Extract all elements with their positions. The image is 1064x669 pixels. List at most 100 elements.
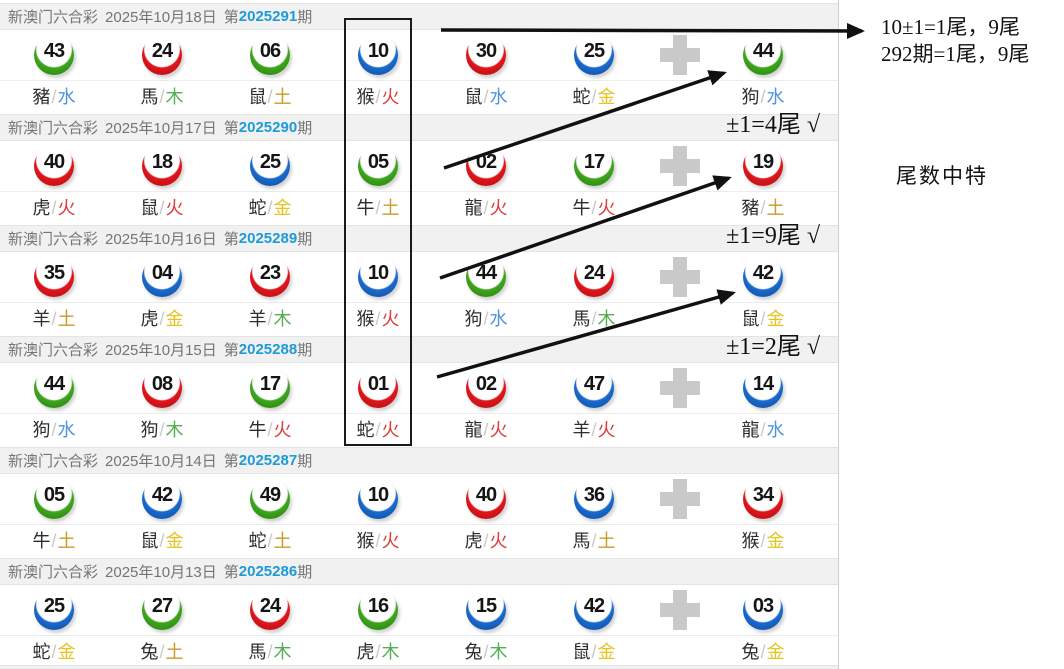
slash-separator: / (159, 86, 165, 107)
slash-separator: / (51, 308, 57, 329)
zodiac-char: 羊 (248, 308, 267, 329)
ball-cell: 16 (324, 590, 432, 630)
period-prefix: 第 (223, 9, 239, 26)
ball-cell: 42 (108, 479, 216, 519)
zodiac-element-label: 蛇/火 (356, 416, 399, 442)
ball-number: 18 (151, 150, 173, 173)
zodiac-label-cell: 蛇/金 (540, 83, 648, 109)
ball-cell: 01 (324, 368, 432, 408)
ball-cell: 03 (712, 590, 814, 630)
ball-number: 08 (151, 372, 173, 395)
zodiac-label-cell: 牛/火 (540, 194, 648, 220)
draw-date: 2025年10月14日 (105, 453, 217, 470)
ball-cell: 34 (712, 479, 814, 519)
zodiac-label-cell: 馬/土 (540, 527, 648, 553)
zodiac-label-cell: 虎/火 (0, 194, 108, 220)
period-prefix: 第 (223, 564, 239, 581)
zodiac-char: 蛇 (248, 197, 267, 218)
ball-cell: 25 (0, 590, 108, 630)
zodiac-label-cell: 羊/土 (0, 305, 108, 331)
period-number[interactable]: 2025289 (238, 230, 298, 247)
zodiac-label-cell: 馬/木 (540, 305, 648, 331)
lottery-ball: 36 (574, 479, 614, 519)
zodiac-label-cell: 鼠/土 (216, 83, 324, 109)
zodiac-element-label: 蛇/金 (572, 83, 615, 109)
zodiac-element-label: 鼠/金 (140, 527, 183, 553)
zodiac-element-label: 牛/火 (572, 194, 615, 220)
slash-separator: / (267, 530, 273, 551)
zodiac-label-cell: 蛇/火 (324, 416, 432, 442)
period-number[interactable]: 2025286 (238, 563, 298, 580)
row-pad (0, 443, 838, 447)
lottery-ball: 24 (142, 35, 182, 75)
zodiac-element-label: 狗/水 (32, 416, 75, 442)
lottery-ball: 02 (466, 146, 506, 186)
lottery-ball: 06 (250, 35, 290, 75)
zodiac-label-cell: 虎/金 (108, 305, 216, 331)
element-char: 火 (597, 197, 616, 218)
ball-cell: 02 (432, 146, 540, 186)
element-char: 火 (597, 419, 616, 440)
ball-number: 02 (475, 150, 497, 173)
lottery-ball: 25 (574, 35, 614, 75)
lottery-ball: 05 (358, 146, 398, 186)
ball-cell: 24 (216, 590, 324, 630)
period-number[interactable]: 2025287 (238, 452, 298, 469)
zodiac-char: 蛇 (32, 641, 51, 662)
zodiac-char: 虎 (356, 641, 375, 662)
ball-cell: 24 (540, 257, 648, 297)
lottery-ball: 42 (142, 479, 182, 519)
lottery-ball: 10 (358, 257, 398, 297)
ball-cell: 25 (216, 146, 324, 186)
ball-number: 24 (583, 261, 605, 284)
lottery-ball: 25 (250, 146, 290, 186)
ball-number: 35 (43, 261, 65, 284)
zodiac-char: 蛇 (572, 86, 591, 107)
plus-icon (660, 257, 700, 297)
period-number[interactable]: 2025291 (238, 8, 298, 25)
lottery-ball: 27 (142, 590, 182, 630)
ball-number: 19 (752, 150, 774, 173)
special-ball: 14 (743, 368, 783, 408)
element-char: 金 (597, 86, 616, 107)
period-suffix: 期 (297, 342, 313, 359)
zodiac-label-cell: 牛/土 (0, 527, 108, 553)
slash-separator: / (760, 419, 766, 440)
period-number[interactable]: 2025290 (238, 119, 298, 136)
lottery-name: 新澳门六合彩 (8, 453, 99, 470)
slash-separator: / (51, 419, 57, 440)
element-char: 水 (57, 86, 76, 107)
element-char: 火 (381, 419, 400, 440)
slash-separator: / (267, 419, 273, 440)
zodiac-char: 羊 (572, 419, 591, 440)
zodiac-element-label: 馬/土 (572, 527, 615, 553)
zodiac-char: 虎 (464, 530, 483, 551)
ball-cell: 36 (540, 479, 648, 519)
lottery-ball: 23 (250, 257, 290, 297)
lottery-ball: 10 (358, 35, 398, 75)
slash-separator: / (51, 530, 57, 551)
ball-number: 42 (151, 483, 173, 506)
ball-cell: 44 (0, 368, 108, 408)
special-ball: 44 (743, 35, 783, 75)
zodiac-element-label: 鼠/水 (464, 83, 507, 109)
row-pad (0, 110, 838, 114)
zodiac-char: 兔 (140, 641, 159, 662)
zodiac-char: 蛇 (356, 419, 375, 440)
balls-row: 35 04 23 10 44 24 42 (0, 252, 838, 302)
zodiac-label-cell: 猴/火 (324, 305, 432, 331)
slash-separator: / (267, 86, 273, 107)
zodiac-char: 鼠 (464, 86, 483, 107)
zodiac-element-label: 虎/木 (356, 638, 399, 664)
zodiac-char: 兔 (741, 641, 760, 662)
plus-cell (648, 35, 712, 75)
zodiac-char: 兔 (464, 641, 483, 662)
lottery-ball: 01 (358, 368, 398, 408)
balls-row: 05 42 49 10 40 36 34 (0, 474, 838, 524)
element-char: 水 (489, 86, 508, 107)
element-char: 火 (273, 419, 292, 440)
period-number[interactable]: 2025288 (238, 341, 298, 358)
ball-cell: 05 (0, 479, 108, 519)
balls-row: 25 27 24 16 15 42 03 (0, 585, 838, 635)
zodiac-element-label: 虎/金 (140, 305, 183, 331)
